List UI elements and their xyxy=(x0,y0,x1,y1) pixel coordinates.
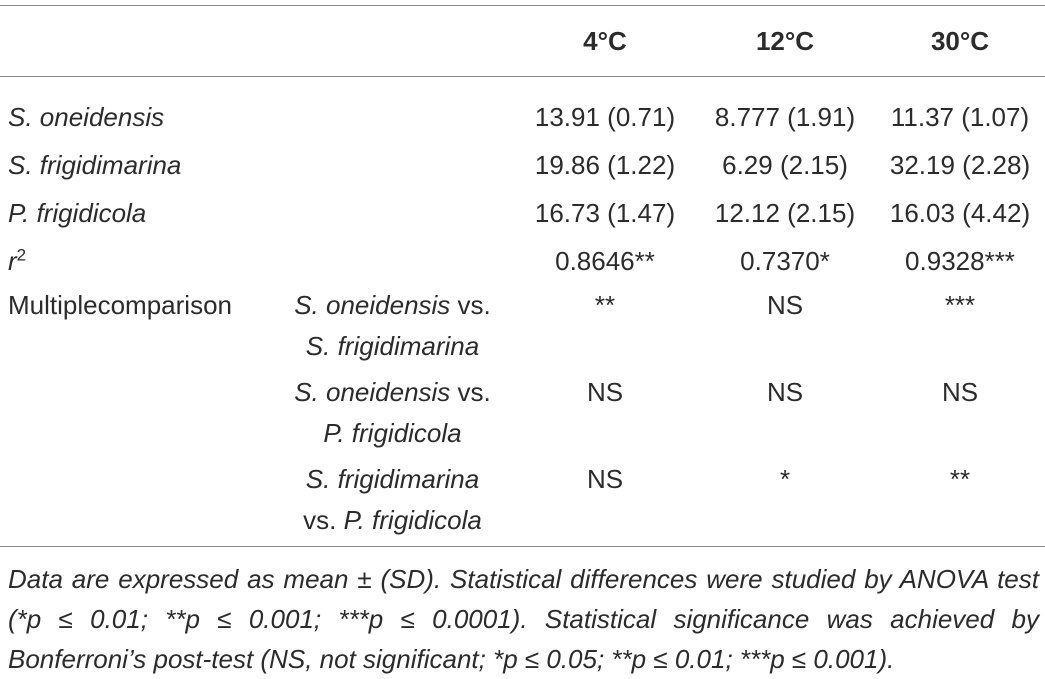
cell-value: 16.03 (4.42) xyxy=(889,198,1031,228)
cell-value: 13.91 (0.71) xyxy=(534,102,676,132)
pair-line: vs. P. frigidicola xyxy=(270,500,515,541)
comparison-pair: S. frigidimarina vs. P. frigidicola xyxy=(270,459,515,547)
pair-line: S. oneidensis vs. xyxy=(270,285,515,326)
cell-value: NS xyxy=(766,377,804,407)
pair-text: S. frigidimarina xyxy=(305,464,480,494)
header-row: 4°C 12°C 30°C xyxy=(0,5,1045,77)
column-header: 4°C xyxy=(583,26,627,56)
table-body: S. oneidensis 13.91 (0.71) 8.777 (1.91) 11.… xyxy=(0,77,1045,547)
cell-value: NS xyxy=(941,377,979,407)
row-label xyxy=(0,372,270,459)
table-row: S. frigidimarina vs. P. frigidicola NS * ** xyxy=(0,459,1045,547)
row-label: S. frigidimarina xyxy=(8,150,182,180)
row-label: P. frigidicola xyxy=(8,198,147,228)
cell-value: 0.8646** xyxy=(555,246,655,276)
pair-line: S. frigidimarina xyxy=(270,326,515,367)
table-row: r2 0.8646** 0.7370* 0.9328*** xyxy=(0,237,1045,285)
cell-value: *** xyxy=(944,290,976,320)
cell-value: 16.73 (1.47) xyxy=(534,198,676,228)
cell-value: * xyxy=(779,464,791,494)
cell-value: 12.12 (2.15) xyxy=(714,198,856,228)
r-exponent: 2 xyxy=(16,245,27,265)
pair-text: S. oneidensis xyxy=(294,377,451,407)
cell-value: NS xyxy=(766,290,804,320)
cell-value: ** xyxy=(949,464,971,494)
table-row: S. frigidimarina 19.86 (1.22) 6.29 (2.15) 3… xyxy=(0,141,1045,189)
pair-text: P. frigidicola xyxy=(343,505,482,535)
row-label: Multiplecomparison xyxy=(0,285,270,372)
empty-header xyxy=(270,6,515,77)
pair-text: vs. xyxy=(457,290,491,320)
data-table: 4°C 12°C 30°C S. oneidensis 13.91 (0.71) 8.7… xyxy=(0,5,1045,547)
comparison-pair: S. oneidensis vs. S. frigidimarina xyxy=(270,285,515,372)
pair-text: vs. xyxy=(303,505,337,535)
cell-value: 6.29 (2.15) xyxy=(722,150,848,180)
comparison-pair: S. oneidensis vs. P. frigidicola xyxy=(270,372,515,459)
pair-line: S. oneidensis vs. xyxy=(270,372,515,413)
cell-value: 0.9328*** xyxy=(905,246,1015,276)
r-symbol: r xyxy=(8,246,17,276)
empty-header xyxy=(0,6,270,77)
cell-value: 8.777 (1.91) xyxy=(714,102,856,132)
cell-value: NS xyxy=(586,377,624,407)
footnote: Data are expressed as mean ± (SD). Stati… xyxy=(8,564,1039,674)
column-header: 30°C xyxy=(930,26,990,56)
table-row: Multiplecomparison S. oneidensis vs. S. fr… xyxy=(0,285,1045,372)
pair-line: P. frigidicola xyxy=(270,413,515,454)
pair-text: P. frigidicola xyxy=(323,418,462,448)
column-header: 12°C xyxy=(755,26,815,56)
cell-value: ** xyxy=(594,290,616,320)
row-label xyxy=(0,459,270,547)
row-label: S. oneidensis xyxy=(8,102,165,132)
page: 4°C 12°C 30°C S. oneidensis 13.91 (0.71) 8.7… xyxy=(0,5,1045,678)
row-label: r2 xyxy=(0,237,515,285)
table-header: 4°C 12°C 30°C xyxy=(0,5,1045,77)
pair-text: vs. xyxy=(457,377,491,407)
cell-value: 32.19 (2.28) xyxy=(889,150,1031,180)
cell-value: 19.86 (1.22) xyxy=(534,150,676,180)
pair-text: S. frigidimarina xyxy=(305,331,480,361)
table-row: S. oneidensis 13.91 (0.71) 8.777 (1.91) 11.… xyxy=(0,77,1045,142)
table-row: P. frigidicola 16.73 (1.47) 12.12 (2.15) 16… xyxy=(0,189,1045,237)
table-row: S. oneidensis vs. P. frigidicola NS NS NS xyxy=(0,372,1045,459)
cell-value: 0.7370* xyxy=(740,246,830,276)
cell-value: 11.37 (1.07) xyxy=(890,102,1030,132)
pair-line: S. frigidimarina xyxy=(270,459,515,500)
comparison-label: Multiplecomparison xyxy=(8,290,232,320)
pair-text: S. oneidensis xyxy=(294,290,451,320)
cell-value: NS xyxy=(586,464,624,494)
